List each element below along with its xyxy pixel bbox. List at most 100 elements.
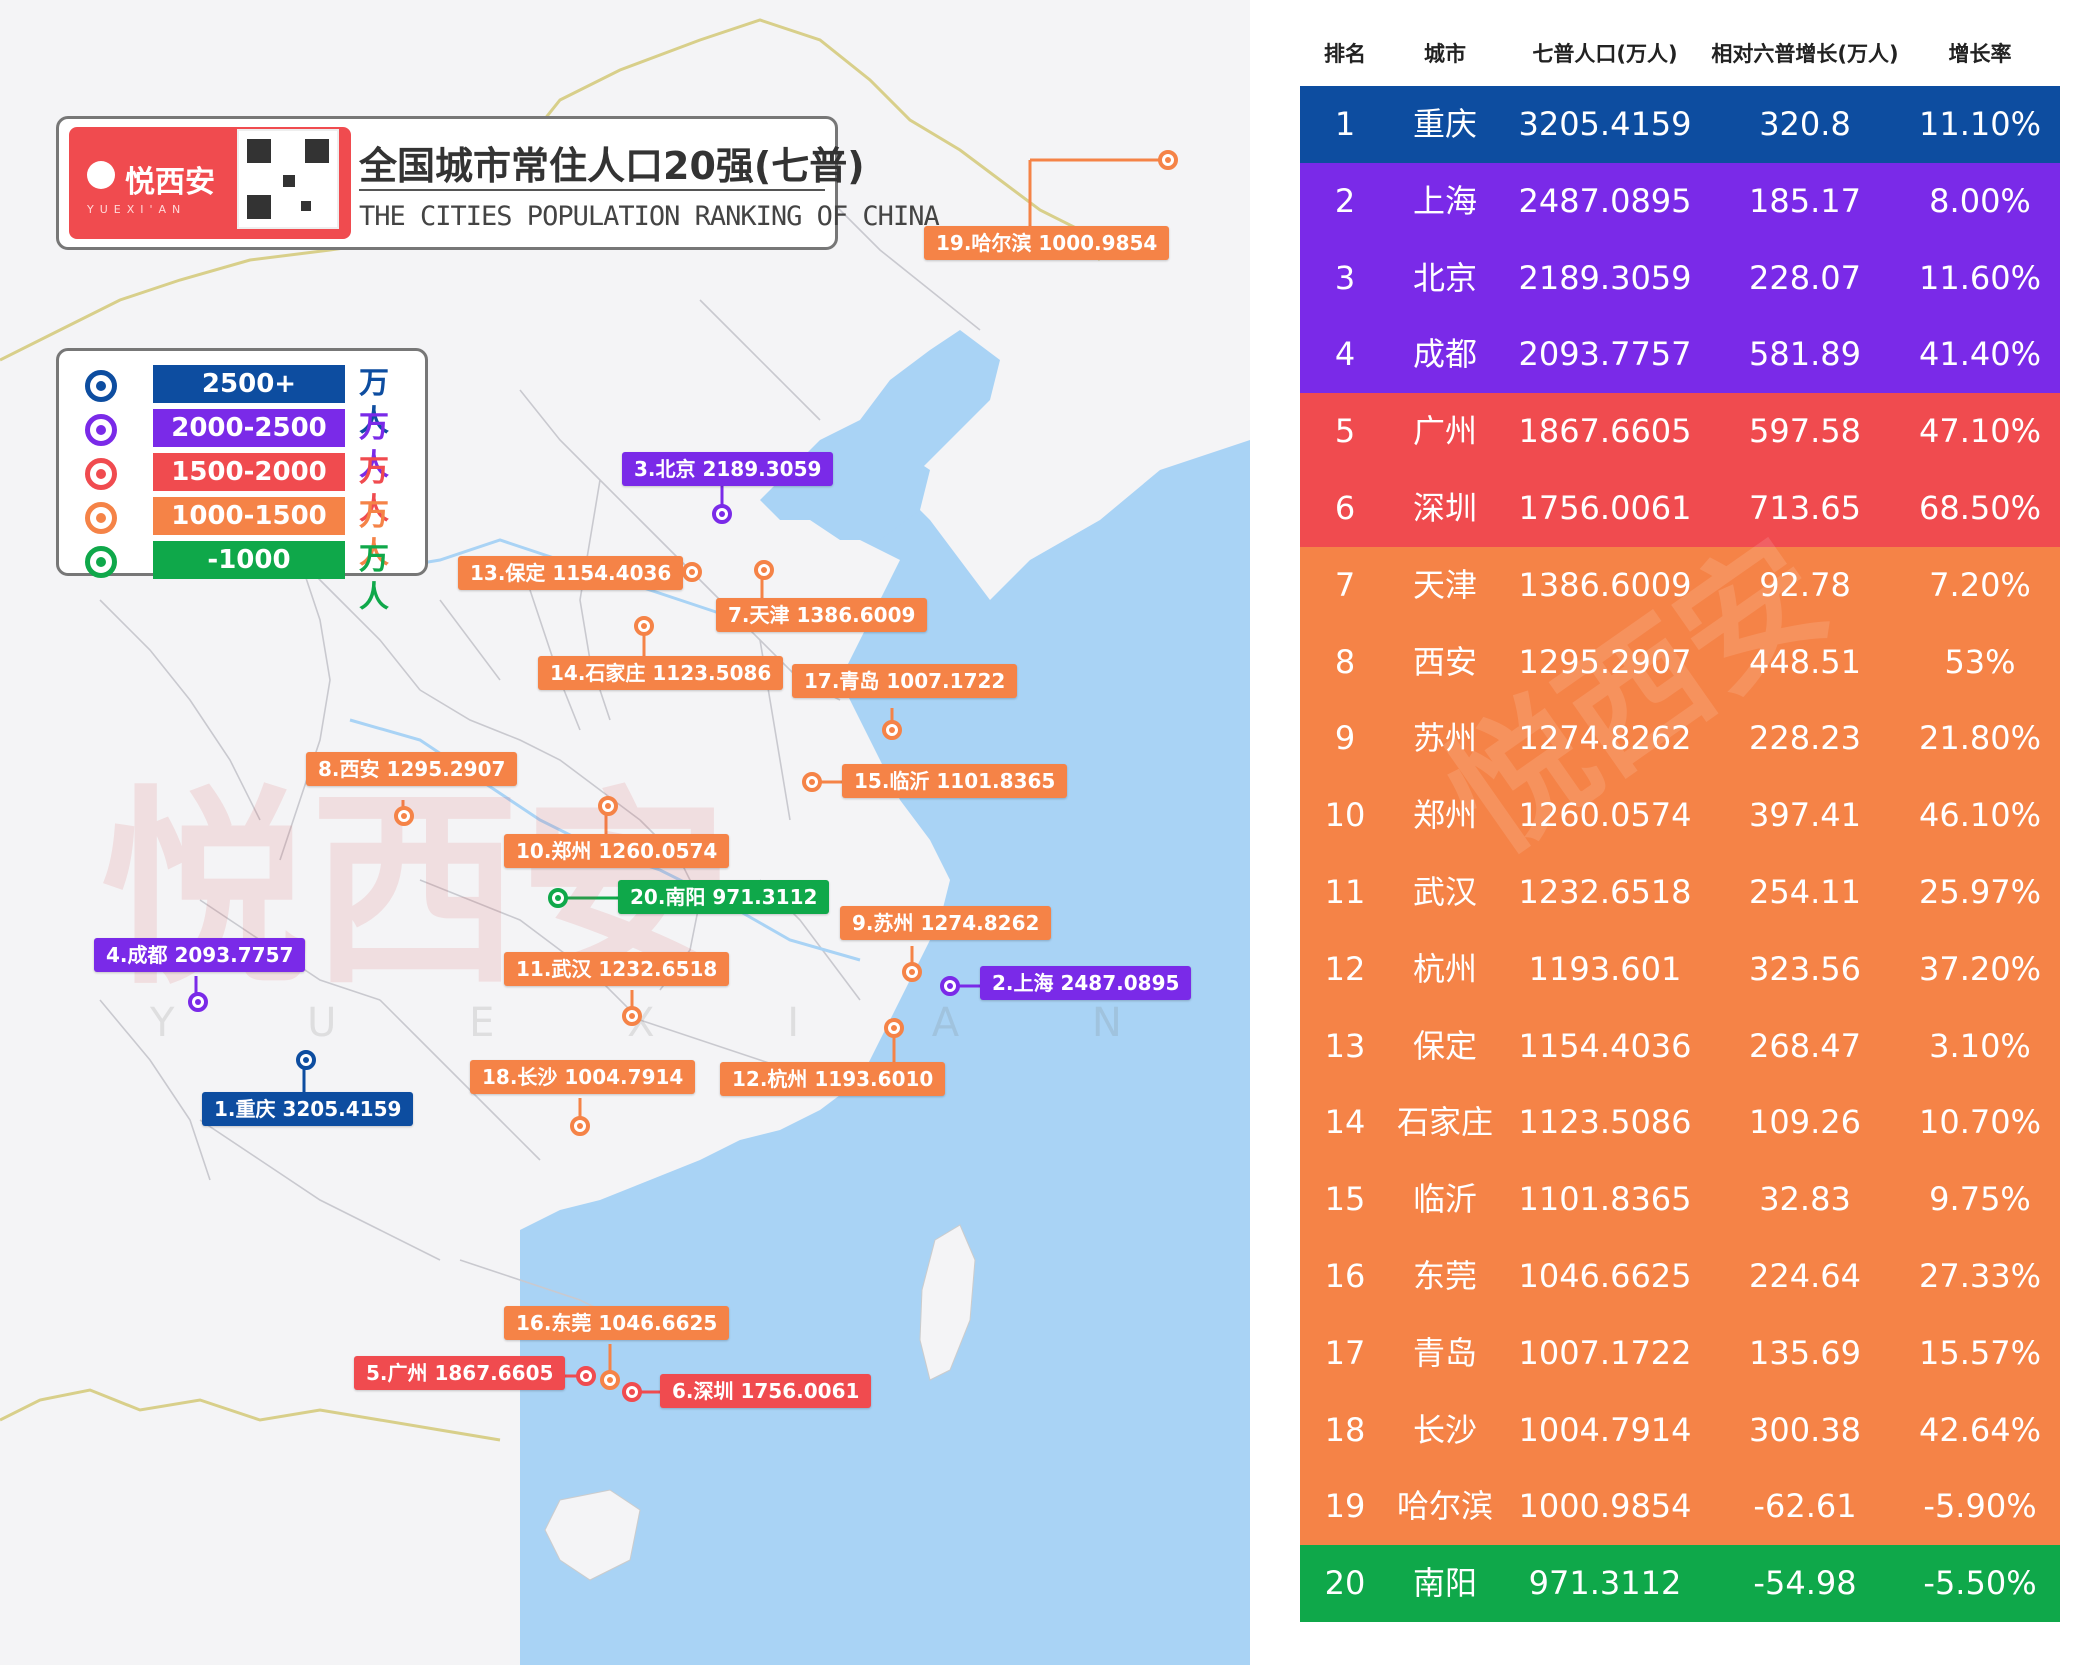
city-label: 7.天津 1386.6009 (716, 598, 928, 632)
country-border-south (0, 1388, 501, 1442)
city-label: 2.上海 2487.0895 (980, 966, 1192, 1000)
table-cell-pop: 1867.6605 (1518, 412, 1692, 451)
table-row: 3 北京 2189.3059 228.07 11.60% (1300, 239, 2060, 317)
table-cell-rank: 13 (1324, 1026, 1366, 1065)
legend-unit: 万人 (359, 454, 389, 527)
table-cell-rate: 68.50% (1918, 489, 2041, 527)
table-row: 12 杭州 1193.601 323.56 37.20% (1300, 930, 2060, 1008)
table-cell-growth: 713.65 (1749, 489, 1861, 527)
city-label: 16.东莞 1046.6625 (504, 1306, 730, 1340)
legend-unit: 万人 (359, 366, 389, 439)
city-label: 3.北京 2189.3059 (622, 452, 834, 486)
table-cell-pop: 1386.6009 (1518, 565, 1692, 604)
table-cell-rank: 3 (1334, 258, 1356, 297)
table-cell-rate: 27.33% (1918, 1257, 2041, 1295)
city-marker-icon (598, 796, 618, 816)
page-title: 全国城市常住人口20强(七普) (359, 144, 865, 188)
table-row: 4 成都 2093.7757 581.89 41.40% (1300, 316, 2060, 394)
legend-unit: 万人 (359, 498, 389, 571)
table-row: 9 苏州 1274.8262 228.23 21.80% (1300, 700, 2060, 778)
title-divider (359, 189, 825, 191)
city-marker-icon (622, 1382, 642, 1402)
city-marker-icon (548, 888, 568, 908)
city-marker-icon (634, 616, 654, 636)
legend-item: 2500+ 万人 (73, 365, 413, 439)
table-cell-rate: 21.80% (1918, 719, 2041, 758)
table-cell-rank: 12 (1324, 949, 1366, 988)
table-cell-growth: 597.58 (1749, 412, 1861, 451)
table-cell-rate: -5.90% (1923, 1487, 2037, 1526)
table-cell-rate: 15.57% (1918, 1333, 2041, 1372)
table-cell-growth: 185.17 (1749, 181, 1861, 220)
table-cell-pop: 1004.7914 (1518, 1410, 1692, 1449)
city-marker-icon (576, 1366, 596, 1386)
hainan-island (544, 1489, 641, 1581)
table-row: 7 天津 1386.6009 92.78 7.20% (1300, 546, 2060, 624)
table-row: 17 青岛 1007.1722 135.69 15.57% (1300, 1314, 2060, 1392)
table-cell-growth: -62.61 (1753, 1487, 1857, 1526)
title-card: 悦西安 YUEXI'AN 全国城市常住人口20强(七普) THE CITIES … (56, 116, 940, 250)
table-cell-rate: 8.00% (1929, 181, 2031, 220)
country-border (0, 18, 1102, 362)
legend-item: 2000-2500 万人 (73, 409, 413, 483)
table-cell-rate: 3.10% (1929, 1026, 2031, 1065)
table-row: 14 石家庄 1123.5086 109.26 10.70% (1300, 1084, 2060, 1162)
table-row: 19 哈尔滨 1000.9854 -62.61 -5.90% (1300, 1468, 2060, 1546)
table-cell-rank: 19 (1324, 1487, 1366, 1526)
table-cell-pop: 3205.4159 (1518, 105, 1692, 143)
table-cell-rate: 37.20% (1918, 949, 2041, 988)
city-label: 1.重庆 3205.4159 (202, 1092, 414, 1126)
table-cell-pop: 1260.0574 (1518, 796, 1692, 835)
table-cell-city: 西安 (1412, 642, 1477, 681)
table-cell-growth: 135.69 (1749, 1333, 1861, 1372)
table-header-cell: 排名 (1324, 42, 1366, 66)
table-cell-pop: 1154.4036 (1518, 1026, 1692, 1065)
legend-item: 1500-2000 万人 (73, 453, 413, 527)
city-label: 12.杭州 1193.6010 (720, 1062, 946, 1096)
city-marker-icon (682, 562, 702, 582)
city-marker-icon (394, 806, 414, 826)
table-cell-rank: 17 (1324, 1333, 1366, 1372)
city-label: 20.南阳 971.3112 (618, 880, 830, 914)
table-cell-pop: 1232.6518 (1518, 873, 1692, 911)
table-cell-city: 苏州 (1412, 719, 1477, 758)
table-cell-rank: 5 (1334, 412, 1356, 451)
legend-range: 2500+ (153, 365, 345, 403)
legend: 2500+ 万人 2000-2500 万人 1500-2000 万人 1000-1500 万人… (56, 348, 428, 615)
table-cell-city: 深圳 (1412, 489, 1477, 527)
table-cell-rank: 20 (1324, 1564, 1366, 1603)
table-cell-pop: 1274.8262 (1518, 719, 1692, 758)
city-marker-icon (754, 560, 774, 580)
table-cell-city: 杭州 (1412, 949, 1477, 988)
taiwan-island (919, 1224, 976, 1381)
table-cell-rate: 46.10% (1918, 796, 2041, 835)
table-cell-growth: 323.56 (1749, 949, 1861, 988)
table-cell-rate: 10.70% (1918, 1103, 2041, 1142)
legend-ring-icon (85, 414, 117, 446)
city-label: 15.临沂 1101.8365 (842, 764, 1068, 798)
table-cell-rank: 18 (1324, 1410, 1366, 1449)
table-cell-growth: 300.38 (1749, 1410, 1861, 1449)
table-row: 20 南阳 971.3112 -54.98 -5.50% (1300, 1545, 2060, 1622)
table-row: 13 保定 1154.4036 268.47 3.10% (1300, 1007, 2060, 1085)
table-cell-pop: 1046.6625 (1518, 1257, 1692, 1295)
table-cell-rank: 10 (1324, 796, 1366, 835)
table-row: 2 上海 2487.0895 185.17 8.00% (1300, 162, 2060, 240)
city-marker-icon (940, 976, 960, 996)
table-cell-growth: 92.78 (1759, 565, 1851, 604)
legend-range: 1000-1500 (153, 497, 345, 535)
map-watermark-sub: Y U E X I A N (150, 1000, 1182, 1046)
table-cell-pop: 1756.0061 (1518, 489, 1692, 527)
city-label: 18.长沙 1004.7914 (470, 1060, 696, 1094)
table-cell-city: 石家庄 (1396, 1103, 1493, 1142)
table-cell-city: 郑州 (1412, 796, 1477, 835)
table-cell-rank: 16 (1324, 1257, 1366, 1295)
table-cell-pop: 2189.3059 (1518, 258, 1692, 297)
city-marker-icon (1158, 150, 1178, 170)
table-cell-growth: 448.51 (1749, 642, 1861, 681)
city-label: 19.哈尔滨 1000.9854 (924, 226, 1170, 260)
table-cell-rank: 4 (1334, 335, 1356, 374)
table-cell-city: 哈尔滨 (1396, 1487, 1493, 1526)
table-cell-rank: 15 (1324, 1180, 1366, 1219)
table-cell-growth: 320.8 (1759, 105, 1851, 143)
